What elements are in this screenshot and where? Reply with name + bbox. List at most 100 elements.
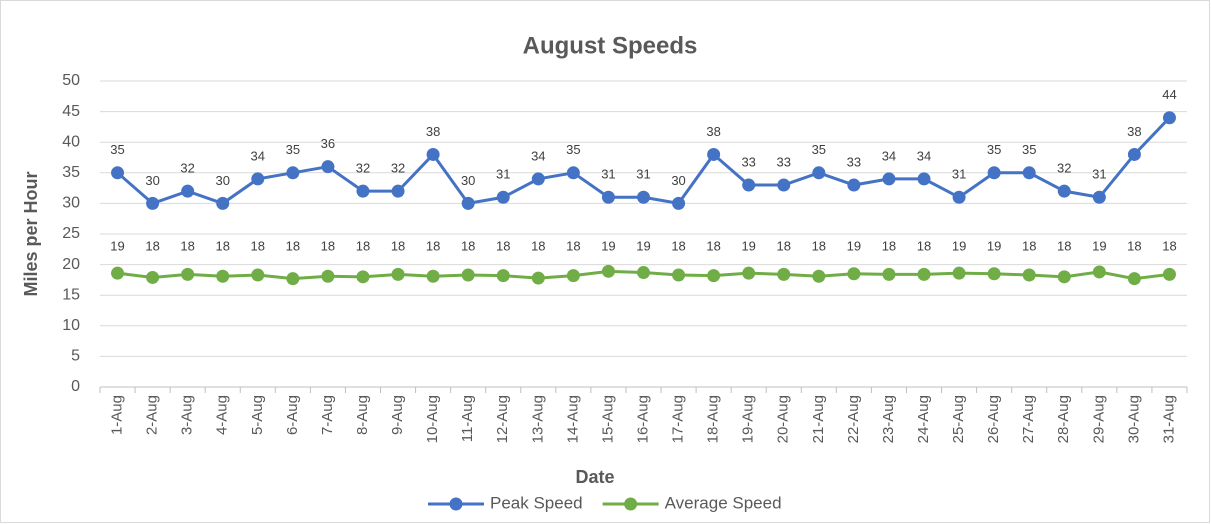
data-label: 32 bbox=[180, 161, 194, 176]
data-point bbox=[216, 196, 230, 210]
data-label: 18 bbox=[251, 238, 265, 253]
data-point bbox=[952, 266, 966, 280]
data-label: 35 bbox=[566, 142, 580, 157]
data-point bbox=[146, 270, 160, 284]
y-tick-label: 35 bbox=[62, 164, 80, 181]
x-tick-label: 12-Aug bbox=[494, 395, 511, 443]
data-point bbox=[356, 270, 370, 284]
data-point bbox=[1092, 190, 1106, 204]
data-point bbox=[917, 172, 931, 186]
data-label: 19 bbox=[636, 238, 650, 253]
data-point bbox=[566, 166, 580, 180]
data-label: 18 bbox=[356, 238, 370, 253]
x-tick-label: 16-Aug bbox=[634, 395, 651, 443]
x-tick-label: 4-Aug bbox=[214, 395, 231, 435]
data-point bbox=[531, 172, 545, 186]
data-label: 38 bbox=[1127, 124, 1141, 139]
data-label: 18 bbox=[180, 238, 194, 253]
data-label: 18 bbox=[145, 238, 159, 253]
data-point bbox=[777, 267, 791, 281]
data-label: 18 bbox=[215, 238, 229, 253]
x-tick-label: 29-Aug bbox=[1090, 395, 1107, 443]
data-label: 19 bbox=[952, 238, 966, 253]
data-label: 19 bbox=[1092, 238, 1106, 253]
data-label: 18 bbox=[706, 238, 720, 253]
data-label: 38 bbox=[706, 124, 720, 139]
x-tick-label: 20-Aug bbox=[775, 395, 792, 443]
legend-label: Average Speed bbox=[665, 493, 782, 512]
data-label: 31 bbox=[1092, 167, 1106, 182]
data-label: 33 bbox=[741, 154, 755, 169]
data-label: 35 bbox=[110, 142, 124, 157]
data-label: 31 bbox=[496, 167, 510, 182]
x-tick-label: 14-Aug bbox=[564, 395, 581, 443]
data-point bbox=[496, 269, 510, 283]
data-label: 30 bbox=[671, 173, 685, 188]
data-label: 19 bbox=[847, 238, 861, 253]
data-point bbox=[672, 196, 686, 210]
data-label: 18 bbox=[1057, 238, 1071, 253]
data-label: 35 bbox=[987, 142, 1001, 157]
data-label: 44 bbox=[1162, 87, 1176, 102]
x-tick-label: 19-Aug bbox=[740, 395, 757, 443]
data-label: 18 bbox=[426, 238, 440, 253]
data-point bbox=[672, 268, 686, 282]
y-tick-label: 30 bbox=[62, 195, 80, 212]
data-label: 18 bbox=[882, 238, 896, 253]
data-label: 18 bbox=[917, 238, 931, 253]
data-label: 35 bbox=[1022, 142, 1036, 157]
x-tick-label: 5-Aug bbox=[249, 395, 266, 435]
data-label: 35 bbox=[812, 142, 826, 157]
x-tick-label: 31-Aug bbox=[1160, 395, 1177, 443]
data-point bbox=[461, 196, 475, 210]
data-label: 34 bbox=[531, 148, 545, 163]
data-label: 34 bbox=[917, 148, 931, 163]
data-label: 34 bbox=[251, 148, 265, 163]
data-point bbox=[286, 166, 300, 180]
x-tick-label: 6-Aug bbox=[284, 395, 301, 435]
data-point bbox=[391, 267, 405, 281]
data-label: 18 bbox=[1162, 238, 1176, 253]
y-tick-label: 45 bbox=[62, 103, 80, 120]
legend-marker bbox=[449, 497, 463, 511]
x-tick-label: 2-Aug bbox=[144, 395, 161, 435]
x-tick-label: 11-Aug bbox=[459, 395, 476, 442]
data-point bbox=[566, 269, 580, 283]
data-point bbox=[1162, 267, 1176, 281]
data-point bbox=[426, 269, 440, 283]
x-tick-label: 24-Aug bbox=[915, 395, 932, 443]
data-label: 19 bbox=[987, 238, 1001, 253]
data-point bbox=[917, 267, 931, 281]
x-tick-label: 9-Aug bbox=[389, 395, 406, 435]
data-point bbox=[146, 196, 160, 210]
data-point bbox=[812, 269, 826, 283]
x-tick-label: 7-Aug bbox=[319, 395, 336, 435]
data-point bbox=[882, 172, 896, 186]
data-point bbox=[742, 178, 756, 192]
data-label: 30 bbox=[461, 173, 475, 188]
legend-label: Peak Speed bbox=[490, 493, 583, 512]
data-label: 32 bbox=[356, 161, 370, 176]
data-point bbox=[601, 264, 615, 278]
data-label: 18 bbox=[321, 238, 335, 253]
data-label: 18 bbox=[1022, 238, 1036, 253]
x-tick-label: 3-Aug bbox=[179, 395, 196, 435]
data-point bbox=[286, 272, 300, 286]
data-point bbox=[1127, 272, 1141, 286]
data-label: 19 bbox=[601, 238, 615, 253]
data-point bbox=[111, 266, 125, 280]
data-label: 33 bbox=[847, 154, 861, 169]
data-point bbox=[1057, 184, 1071, 198]
data-label: 31 bbox=[601, 167, 615, 182]
data-label: 18 bbox=[461, 238, 475, 253]
data-label: 18 bbox=[1127, 238, 1141, 253]
data-point bbox=[707, 269, 721, 283]
data-label: 19 bbox=[110, 238, 124, 253]
x-tick-label: 23-Aug bbox=[880, 395, 897, 443]
x-tick-label: 21-Aug bbox=[810, 395, 827, 443]
data-point bbox=[707, 147, 721, 161]
x-tick-label: 15-Aug bbox=[599, 395, 616, 443]
data-label: 33 bbox=[777, 154, 791, 169]
data-point bbox=[1092, 265, 1106, 279]
